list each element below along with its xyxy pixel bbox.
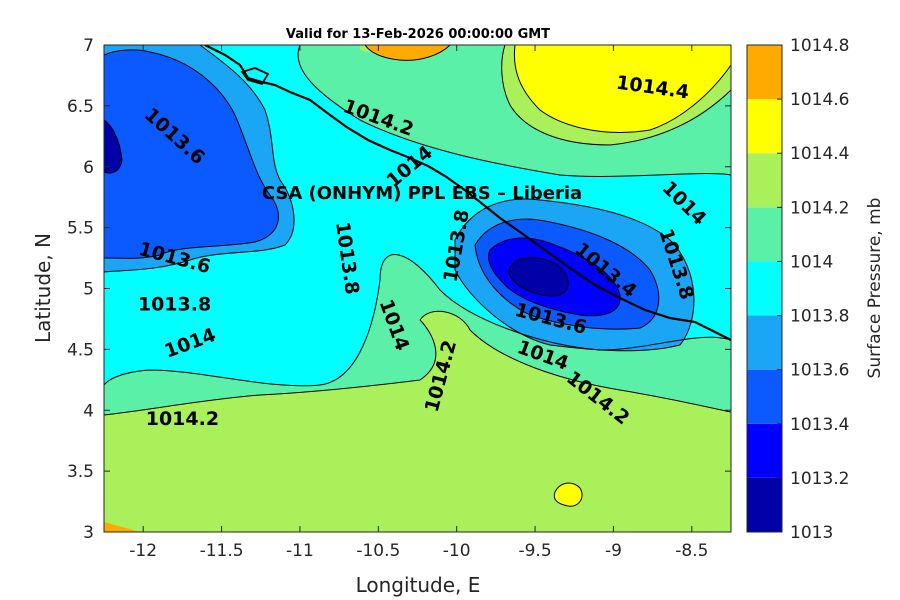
x-axis: -12 -11.5 -11 -10.5 -10 -9.5 -9 -8.5 — [129, 45, 708, 561]
fill-level-1014-4-northeast — [514, 45, 731, 133]
colorbar-tick-label: 1013 — [790, 523, 833, 543]
colorbar-tick-label: 1014.6 — [790, 90, 849, 110]
contour-1014-2-northeast — [501, 45, 731, 146]
colorbar-swatch — [747, 423, 782, 478]
colorbar-tick-label: 1013.2 — [790, 469, 849, 489]
x-tick-label: -8.5 — [675, 541, 708, 561]
colorbar: 1013 1013.2 1013.4 1013.6 1013.8 1014 1014.2 10… — [746, 36, 849, 543]
contour-label: 1014.2 — [146, 408, 219, 430]
contour-label: 1013.8 — [138, 293, 211, 315]
colorbar-swatch — [747, 315, 782, 370]
colorbar-tick-label: 1014.4 — [790, 144, 849, 164]
region-label: CSA (ONHYM) PPL EBS – Liberia — [262, 183, 582, 204]
x-tick-label: -12 — [129, 541, 157, 561]
colorbar-tick-label: 1014 — [790, 252, 833, 272]
coastline — [204, 45, 731, 341]
x-tick-label: -9 — [605, 541, 622, 561]
map-title: Valid for 13-Feb-2026 00:00:00 GMT — [286, 27, 550, 42]
contour-1013-4-west — [104, 49, 279, 259]
colorbar-frame — [746, 44, 783, 533]
fill-level-1014-6-corner — [104, 522, 140, 532]
contour-1013-6-west — [104, 45, 295, 273]
y-tick-label: 6.5 — [67, 97, 94, 117]
colorbar-swatch — [747, 99, 782, 154]
y-tick-label: 7 — [83, 36, 94, 56]
y-tick-label: 4 — [83, 401, 94, 421]
colorbar-tick-label: 1013.4 — [790, 415, 849, 435]
contour-1013-4-east — [474, 218, 660, 330]
y-tick-label: 4.5 — [67, 340, 94, 360]
fill-level-1014-4-south-patch — [554, 483, 583, 507]
colorbar-tick-label: 1013.6 — [790, 361, 849, 381]
y-tick-label: 5 — [83, 280, 94, 300]
colorbar-swatch — [747, 261, 782, 316]
x-tick-label: -10 — [443, 541, 471, 561]
fill-level-1013-4-west — [104, 49, 279, 259]
y-axis: 3 3.5 4 4.5 5 5.5 6 6.5 7 — [67, 36, 731, 543]
fill-level-1013-core — [508, 257, 569, 296]
contour-1014-4-south-patch — [553, 482, 583, 507]
y-tick-label: 3 — [83, 523, 94, 543]
colorbar-swatch — [747, 153, 782, 208]
coastline-inlet — [240, 67, 270, 86]
colorbar-label: Surface Pressure, mb — [865, 198, 885, 379]
contour-1013-2-east — [487, 237, 621, 317]
x-tick-label: -10.5 — [356, 541, 400, 561]
colorbar-tick-label: 1014.8 — [790, 36, 849, 56]
colorbar-swatch — [747, 45, 782, 100]
fill-level-1013-west-edge — [104, 120, 122, 174]
contour-1014-2-south — [104, 310, 731, 416]
y-tick-label: 5.5 — [67, 219, 94, 239]
x-axis-label: Longitude, E — [356, 573, 481, 597]
y-axis-label: Latitude, N — [31, 233, 55, 343]
contour-1013-west-edge — [104, 119, 123, 174]
contour-1014-6-top — [364, 45, 451, 61]
y-tick-label: 6 — [83, 158, 94, 178]
contour-1013-core — [508, 257, 569, 297]
x-tick-label: -11 — [286, 541, 314, 561]
x-tick-label: -11.5 — [200, 541, 244, 561]
colorbar-swatch — [747, 369, 782, 424]
contour-1013-6-east — [454, 198, 695, 352]
colorbar-swatch — [747, 207, 782, 262]
contour-1014-north — [297, 45, 731, 177]
y-tick-label: 3.5 — [67, 462, 94, 482]
contour-1014-4-northeast — [513, 45, 731, 133]
colorbar-tick-label: 1013.8 — [790, 307, 849, 327]
fill-level-1014-2-south — [104, 311, 731, 532]
colorbar-swatch — [747, 477, 782, 532]
x-tick-label: -9.5 — [518, 541, 551, 561]
colorbar-tick-label: 1014.2 — [790, 198, 849, 218]
